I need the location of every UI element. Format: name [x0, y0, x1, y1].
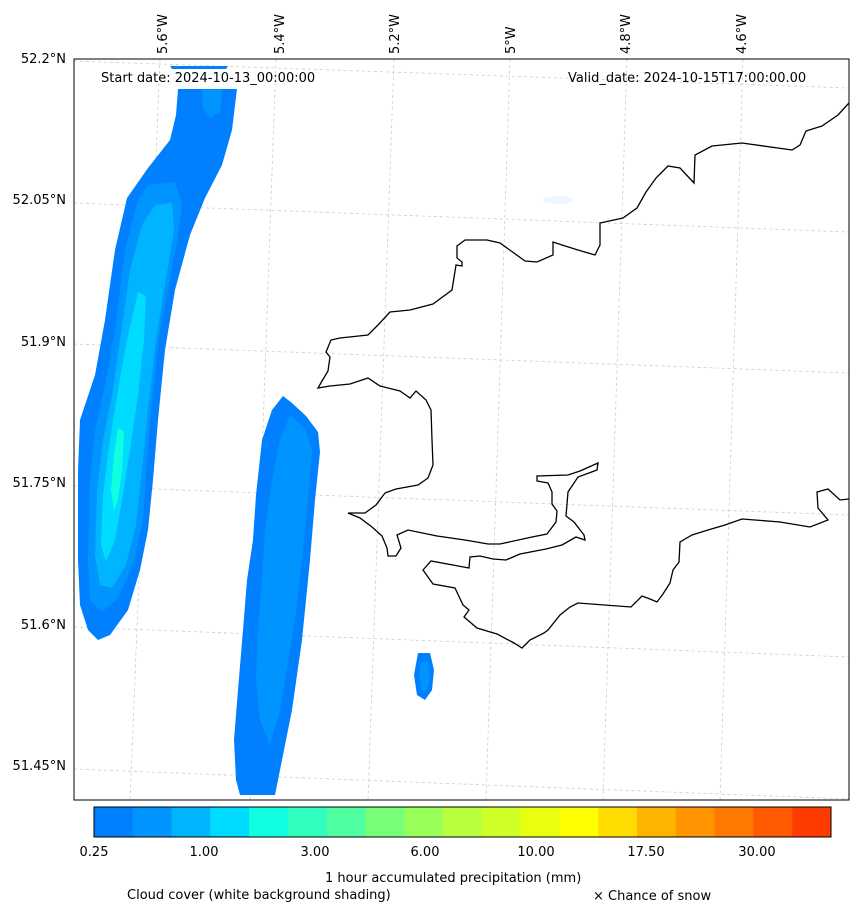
colorbar-tick: 6.00: [410, 845, 440, 860]
colorbar-tick: 3.00: [300, 845, 330, 860]
lon-label-5-4w: 5.4°W: [273, 13, 288, 54]
meridian-4-6w: [719, 59, 744, 800]
graticule: [74, 59, 849, 800]
meridian-5-2w: [367, 59, 395, 800]
colorbar-tick: 30.00: [738, 845, 776, 860]
colorbar-tick: 0.25: [79, 845, 109, 860]
lon-label-4-8w: 4.8°W: [619, 13, 634, 54]
precip-small-cell: [414, 653, 434, 700]
colorbar-cell: [637, 807, 677, 837]
lat-label-52-05n: 52.05°N: [12, 193, 66, 208]
lat-label-52-2n: 52.2°N: [20, 52, 66, 67]
parallel-51-9n: [74, 343, 849, 374]
colorbar-cell: [481, 807, 522, 837]
colorbar-cell: [326, 807, 367, 837]
lon-label-4-6w: 4.6°W: [735, 13, 750, 54]
parallel-51-75n: [74, 485, 849, 516]
start-date-text: Start date: 2024-10-13_00:00:00: [101, 71, 316, 86]
map-area: [74, 59, 849, 800]
meridian-4-8w: [602, 59, 628, 800]
colorbar: [94, 807, 832, 837]
parallel-51-6n: [74, 626, 849, 658]
lon-label-5-6w: 5.6°W: [156, 13, 171, 54]
colorbar-frame: [93, 806, 832, 838]
colorbar-tick: 1.00: [189, 845, 219, 860]
colorbar-tick: 10.00: [517, 845, 555, 860]
precip-sliver-top: [170, 66, 228, 69]
meridian-5-6w: [129, 59, 161, 800]
parallel-51-45n: [74, 768, 849, 800]
colorbar-cell: [404, 807, 444, 837]
colorbar-cell: [94, 807, 134, 837]
cloud-cover-note: Cloud cover (white background shading): [127, 888, 391, 903]
colorbar-label: 1 hour accumulated precipitation (mm): [325, 871, 582, 886]
snow-chance-note: × Chance of snow: [593, 889, 712, 904]
colorbar-cell: [753, 807, 793, 837]
colorbar-cell: [210, 807, 250, 837]
valid-date-text: Valid_date: 2024-10-15T17:00:00.00: [568, 71, 807, 86]
colorbar-cell: [675, 807, 716, 837]
colorbar-cell: [443, 807, 483, 837]
coastline-main: [316, 102, 849, 649]
precip-band-west: [78, 89, 237, 640]
colorbar-cell: [598, 807, 638, 837]
colorbar-cell: [714, 807, 754, 837]
colorbar-cell: [365, 807, 405, 837]
precip-band-middle: [234, 396, 320, 795]
colorbar-cell: [520, 807, 560, 837]
lon-label-5-0w: 5°W: [504, 26, 519, 54]
colorbar-cell: [287, 807, 328, 837]
lat-label-51-45n: 51.45°N: [12, 759, 66, 774]
colorbar-cell: [171, 807, 211, 837]
cloud-patch: [542, 196, 572, 204]
meridian-5-0w: [485, 59, 511, 800]
colorbar-tick: 17.50: [627, 845, 665, 860]
lat-label-51-75n: 51.75°N: [12, 476, 66, 491]
colorbar-cell: [249, 807, 289, 837]
colorbar-cell: [132, 807, 173, 837]
lon-label-5-2w: 5.2°W: [388, 13, 403, 54]
lat-label-51-9n: 51.9°N: [20, 335, 66, 350]
lat-label-51-6n: 51.6°N: [20, 618, 66, 633]
colorbar-cell: [559, 807, 599, 837]
colorbar-cell: [792, 807, 832, 837]
map-frame: [73, 58, 850, 801]
